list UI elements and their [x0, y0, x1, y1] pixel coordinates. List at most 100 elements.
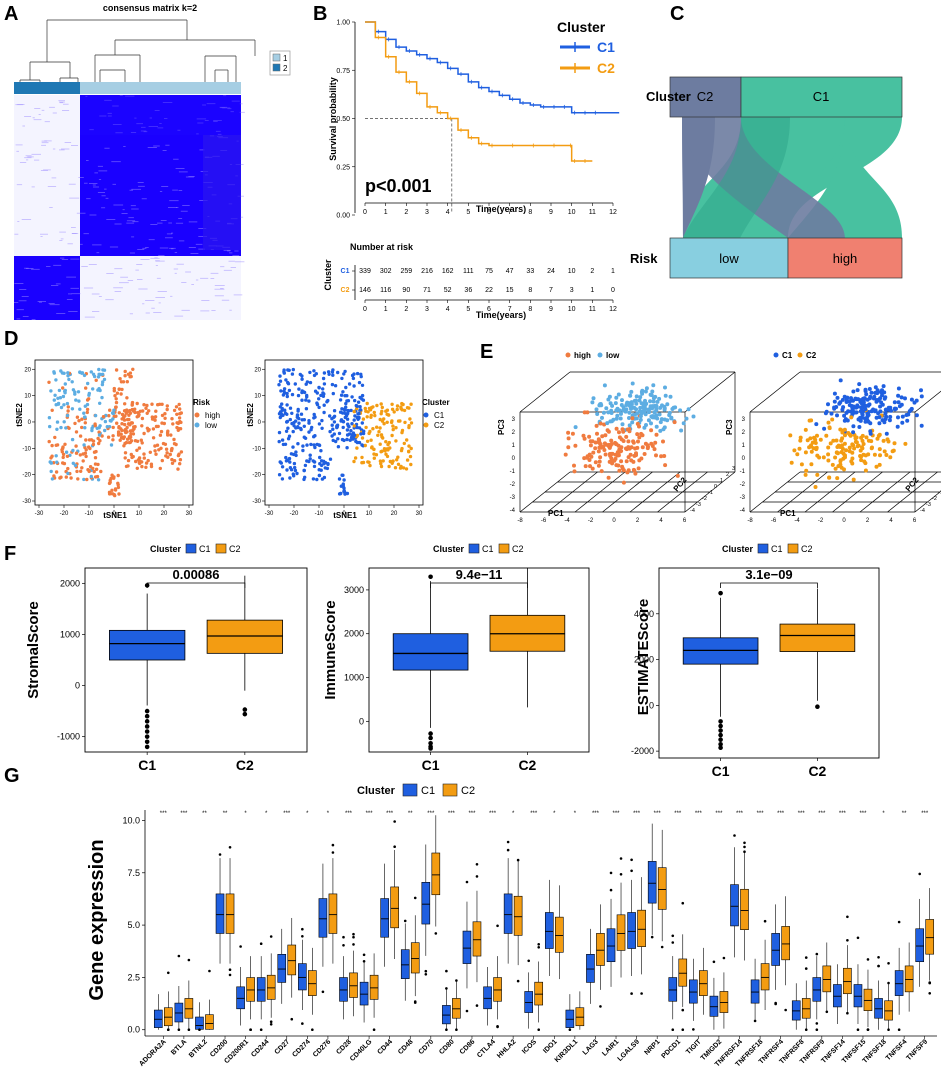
heatmap-noise: [147, 147, 157, 148]
pca-point: [863, 461, 868, 466]
pca-point: [642, 425, 647, 430]
tsne-point: [286, 382, 291, 386]
box2-legend-c1: C1: [482, 544, 494, 554]
pca-point: [626, 439, 631, 444]
tsne-point: [295, 471, 299, 476]
gene-outlier: [527, 959, 531, 963]
heatmap-noise: [176, 207, 179, 208]
sankey-label-c2: C2: [697, 89, 714, 104]
gene-signif: *: [574, 811, 577, 817]
panel-c: C C2 C1 low high Cluster Risk: [630, 3, 903, 279]
risk-cell: 8: [528, 287, 532, 294]
pca-point: [842, 427, 847, 432]
tsne-point: [282, 387, 287, 391]
tsne-point: [405, 438, 409, 442]
tsne-point: [165, 404, 169, 408]
gene-box-c1: [915, 928, 925, 963]
pca-point: [587, 452, 592, 457]
tsne-point: [170, 417, 174, 421]
tsne-point: [164, 454, 168, 458]
gene-outlier: [660, 945, 664, 949]
pca-point: [566, 445, 571, 450]
box-signif-bracket: [430, 582, 528, 588]
gene-outlier: [763, 919, 767, 923]
heatmap-noise: [107, 112, 112, 114]
tsne-point: [164, 447, 169, 451]
tsne-point: [317, 468, 321, 472]
pca-point: [838, 427, 843, 432]
pca-point: [617, 468, 622, 473]
tsne-point: [140, 416, 145, 421]
tsne-xtick-label: 10: [366, 511, 373, 517]
pca-point: [858, 415, 863, 420]
tsne-point: [136, 458, 140, 462]
heatmap-noise: [227, 250, 231, 252]
pca-point: [566, 436, 571, 441]
heatmap-noise: [66, 299, 73, 300]
gene-outlier: [259, 1028, 263, 1031]
tsne-point: [345, 417, 350, 421]
heatmap-noise: [165, 237, 173, 239]
tsne-point: [73, 421, 77, 426]
heatmap-noise: [69, 197, 80, 199]
heatmap-noise: [91, 293, 100, 295]
gene-outlier: [239, 945, 242, 948]
gene-ytick-label: 10.0: [122, 815, 140, 825]
gene-box-c1: [195, 1016, 204, 1030]
tsne-point: [112, 389, 117, 393]
pca-pc1-tick: -8: [747, 518, 753, 524]
tsne-point: [360, 436, 365, 440]
heatmap-noise: [150, 257, 160, 259]
panel-label-e: E: [480, 341, 493, 363]
pca-point: [605, 421, 610, 426]
pca-point: [846, 409, 851, 414]
heatmap-noise: [14, 283, 24, 284]
heatmap-noise: [70, 287, 79, 289]
gene-outlier: [166, 971, 170, 975]
tsne-point: [117, 492, 121, 496]
pca-point: [833, 455, 838, 460]
pca-point: [803, 450, 808, 455]
tsne-point: [118, 438, 122, 442]
tsne1-legend-high: high: [205, 411, 220, 420]
gene-xtick-label: HHLA2: [496, 1038, 518, 1060]
tsne-point: [379, 450, 383, 454]
tsne-point: [118, 377, 122, 381]
pca-point: [588, 443, 593, 448]
heatmap-noise: [113, 204, 124, 206]
gene-box-c1: [483, 986, 492, 1010]
box1-legend-swatch-c1: [185, 543, 197, 554]
risk-cell: 24: [547, 268, 555, 275]
heatmap-noise: [96, 252, 100, 254]
gene-outlier: [804, 967, 808, 970]
km-ytick-label: 0.75: [336, 68, 350, 75]
tsne-point: [326, 398, 330, 403]
gene-legend-c2: C2: [461, 785, 475, 797]
gene-outlier: [537, 943, 541, 946]
heatmap-noise: [122, 209, 125, 211]
tsne-point: [297, 387, 301, 391]
pca-point: [844, 400, 849, 404]
heatmap-noise: [32, 117, 35, 119]
tsne-point: [66, 409, 70, 413]
gene-legend-title: Cluster: [357, 785, 396, 797]
pca-point: [847, 449, 852, 454]
heatmap-noise: [60, 238, 64, 240]
pca-point: [601, 410, 606, 415]
pca-point: [625, 401, 630, 406]
pca-point: [904, 413, 909, 417]
box-outlier: [242, 707, 248, 712]
tsne-point: [96, 436, 100, 441]
pca-point: [860, 438, 865, 443]
gene-signif: ***: [160, 811, 168, 817]
tsne-point: [89, 474, 94, 479]
heatmap-subblock: [203, 135, 241, 250]
tsne-point: [151, 436, 156, 440]
tsne-point: [176, 428, 180, 432]
gene-outlier: [413, 896, 417, 900]
tsne-point: [160, 458, 164, 463]
pca-point: [863, 468, 868, 473]
heatmap-noise: [164, 118, 168, 119]
pca-pc2-tick: -1: [938, 490, 941, 496]
